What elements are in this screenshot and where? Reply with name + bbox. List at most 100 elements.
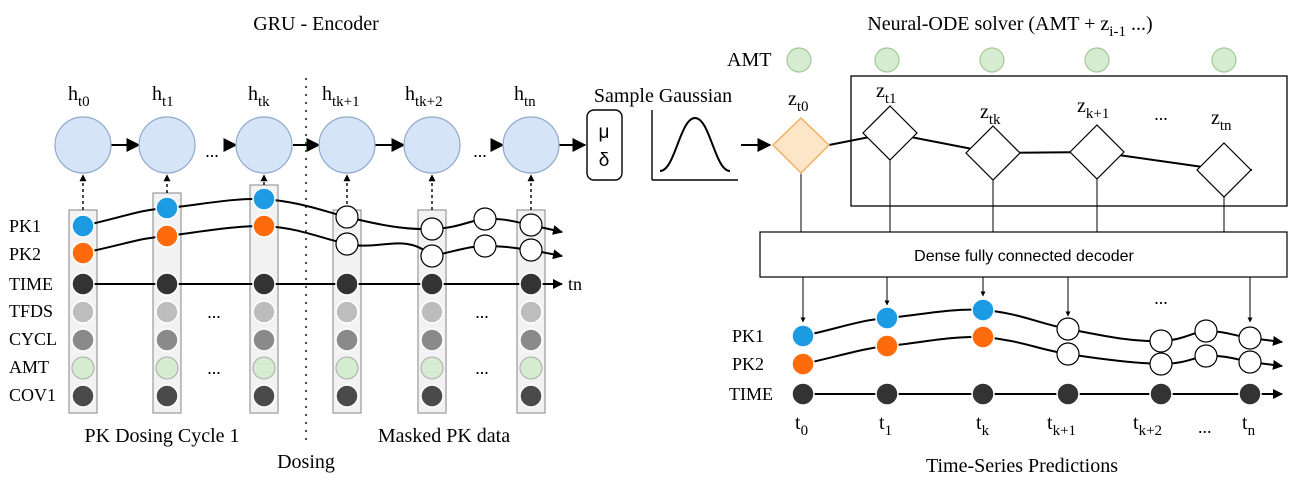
encoder-feature-dots [71,187,543,408]
ode-title: Neural-ODE solver (AMT + zi-1 ...) [867,13,1152,40]
decoder-label: Dense fully connected decoder [914,248,1134,265]
ellipsis: ... [475,358,489,378]
masked-pk1-dot [420,217,444,241]
pk2-dot [155,224,179,248]
pred-feature-label: TIME [729,384,773,404]
amt-dot [71,356,95,380]
feature-label: COV1 [9,385,56,405]
amt-dot [252,356,276,380]
latent-diamond [1069,124,1125,180]
ellipsis: ... [475,302,489,322]
hidden-state-label: ht1 [152,83,174,110]
prediction-feature-labels: PK1 PK2 TIME [729,326,773,404]
time-dot [252,272,276,296]
pred-open-pk2-dot [1149,352,1173,376]
latent-label: ztk [980,101,1001,128]
hidden-state-node [235,116,293,174]
z0-diamond [771,116,831,175]
delta-symbol: δ [599,150,610,171]
mu-delta-box [586,109,623,181]
tfds-dot [420,300,444,324]
latent-label: ztn [1211,107,1232,134]
cycl-dot [252,328,276,352]
amt-dot [786,47,812,73]
latent-label: zt1 [876,80,897,107]
time-dot [71,272,95,296]
latent-to-decoder-lines [800,160,1225,232]
cycl-dot [155,328,179,352]
time-tick-label: tn [1242,412,1256,439]
pred-open-pk2-dot [1194,344,1218,368]
pk1-dot [252,187,276,211]
feature-label: TFDS [9,301,53,321]
pk2-dot [71,241,95,265]
pred-open-pk1-dot [1238,326,1262,350]
feature-label: TIME [9,274,53,294]
pred-open-pk1-dot [1149,329,1173,353]
encoder-ellipsis: ... [473,141,487,161]
hidden-state-label: ht0 [68,83,90,110]
time-end-label: tn [568,274,582,294]
cov1-dot [519,384,543,408]
amt-dot [519,356,543,380]
amt-dot [335,356,359,380]
tfds-dot [71,300,95,324]
pred-pk2-dot [971,325,995,349]
pk1-dot [71,214,95,238]
pred-time-dot [875,382,899,406]
time-dot [155,272,179,296]
time-dot [420,272,444,296]
decoder-ellipsis: ... [1154,288,1168,308]
pred-open-pk2-dot [1056,342,1080,366]
encoder-ellipsis: ... [205,141,219,161]
latent-diamond [965,125,1021,181]
cycl-dot [519,328,543,352]
pred-open-pk1-dot [1056,317,1080,341]
hidden-state-node [318,116,376,174]
cycl-dot [420,328,444,352]
hidden-state-node [138,116,196,174]
masked-pk2-dot [519,238,543,262]
pred-open-pk1-dot [1194,319,1218,343]
time-dot [519,272,543,296]
encoder-feature-labels: PK1 PK2 TIME TFDS CYCL AMT COV1 [9,216,57,405]
input-to-hidden-arrows [79,174,535,210]
amt-dot [155,356,179,380]
hidden-state-node [502,116,560,174]
amt-dot [979,47,1005,73]
feature-label: PK2 [9,244,41,264]
mu-symbol: μ [599,122,610,143]
time-tick-label: tk+1 [1047,412,1076,439]
sampler-title: Sample Gaussian [594,85,732,107]
decoder-box [759,231,1288,278]
cov1-dot [420,384,444,408]
time-tick-label: tk+2 [1133,412,1162,439]
hidden-state-label: htk+1 [322,83,360,110]
ellipsis: ... [207,358,221,378]
pred-pk2-dot [875,334,899,358]
hidden-state-node [403,116,461,174]
hidden-state-label: htn [514,83,536,110]
cycl-dot [335,328,359,352]
latent-label-z0: zt0 [788,88,809,115]
amt-dot [420,356,444,380]
cov1-dot [252,384,276,408]
feature-label: CYCL [9,329,57,349]
pred-time-dot [1149,382,1173,406]
cov1-dot [335,384,359,408]
hidden-states [54,116,560,174]
pred-pk2-dot [791,352,815,376]
pred-open-pk2-dot [1238,350,1262,374]
time-tick-label: t0 [795,412,808,439]
cov1-dot [71,384,95,408]
latent-labels: zt0 zt1 ztk zk+1 ztn [788,80,1232,134]
time-tick-ellipsis: ... [1198,417,1212,437]
predictions-caption: Time-Series Predictions [926,455,1118,477]
latent-diamond [862,105,918,161]
cycl-dot [71,328,95,352]
masked-pk1-dot [519,213,543,237]
feature-label: AMT [9,357,49,377]
ode-ellipsis: ... [1154,104,1168,124]
pred-feature-label: PK2 [732,354,764,374]
